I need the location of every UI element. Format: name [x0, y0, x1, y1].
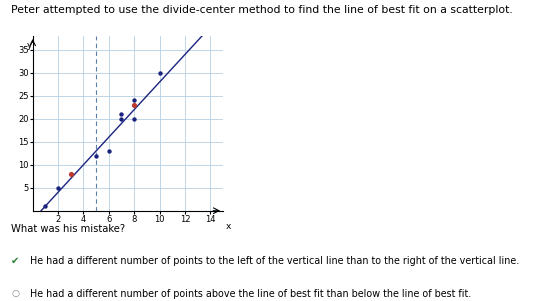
- Text: He had a different number of points above the line of best fit than below the li: He had a different number of points abov…: [30, 289, 471, 299]
- Point: [41, 204, 50, 209]
- Point: [66, 172, 75, 176]
- Text: He had a different number of points to the left of the vertical line than to the: He had a different number of points to t…: [30, 256, 519, 266]
- Text: x: x: [226, 222, 231, 231]
- Point: [104, 149, 113, 154]
- Point: [130, 103, 139, 107]
- Text: ✔: ✔: [11, 256, 19, 266]
- Point: [54, 185, 63, 190]
- Point: [117, 112, 126, 116]
- Point: [130, 116, 139, 121]
- Point: [92, 153, 101, 158]
- Text: ○: ○: [12, 289, 20, 298]
- Point: [117, 116, 126, 121]
- Text: Peter attempted to use the divide-center method to find the line of best fit on : Peter attempted to use the divide-center…: [11, 5, 512, 14]
- Text: What was his mistake?: What was his mistake?: [11, 224, 125, 234]
- Text: y: y: [26, 41, 32, 50]
- Point: [130, 98, 139, 103]
- Point: [155, 70, 164, 75]
